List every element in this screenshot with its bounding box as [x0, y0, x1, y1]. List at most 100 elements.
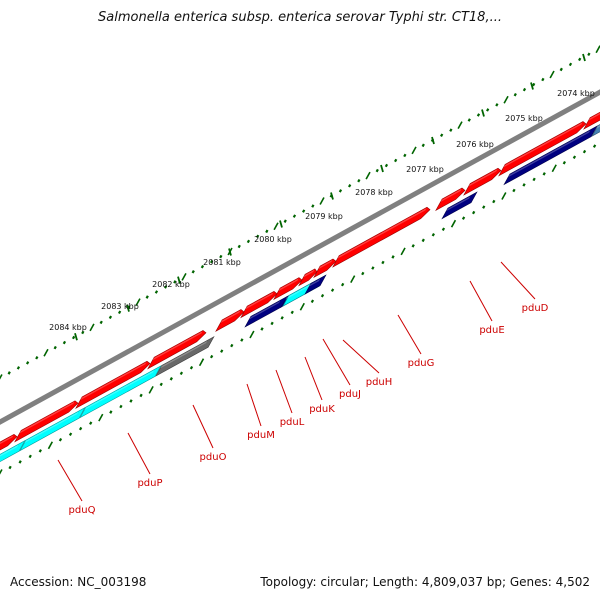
leader-line: [246, 383, 262, 427]
feature-highlight: [309, 278, 321, 287]
feature-highlight: [245, 292, 274, 310]
gene-label: pduE: [479, 325, 504, 336]
outer-tick-mark: [421, 143, 425, 148]
gene-feature: [19, 406, 86, 452]
gene-label: pduL: [280, 417, 305, 428]
outer-tick-mark: [403, 153, 407, 158]
leader-line: [397, 314, 422, 355]
tick-label: 2075 kbp: [505, 114, 543, 123]
outer-tick-mark: [237, 244, 241, 249]
inner-tick-mark: [320, 293, 325, 298]
feature-layer: [0, 111, 600, 463]
major-tick-mark: [481, 109, 485, 117]
feature-highlight: [19, 401, 75, 434]
gene-label: pduK: [309, 404, 335, 415]
feature-highlight: [318, 259, 333, 270]
outer-tick-mark: [0, 374, 3, 380]
inner-tick-mark: [551, 164, 557, 173]
outer-tick-mark: [357, 178, 361, 183]
feature-highlight: [152, 331, 203, 361]
outer-tick-mark: [522, 87, 527, 92]
inner-tick-mark: [441, 227, 446, 231]
inner-tick-mark: [98, 413, 104, 422]
outer-tick-mark: [365, 171, 371, 180]
gene-feature: [503, 125, 598, 186]
inner-tick-mark: [240, 338, 244, 342]
outer-tick-mark: [375, 168, 379, 173]
outer-tick-mark: [513, 92, 517, 97]
inner-tick-mark: [47, 441, 54, 450]
outer-tick-mark: [71, 335, 76, 340]
outer-tick-mark: [163, 285, 168, 289]
inner-tick-mark: [532, 177, 536, 182]
major-tick-mark: [74, 332, 78, 341]
gene-feature: [591, 124, 600, 137]
feature-highlight: [303, 269, 315, 278]
outer-tick-mark: [486, 108, 490, 112]
accession-text: Accession: NC_003198: [10, 575, 147, 589]
major-tick-mark: [228, 248, 232, 256]
outer-tick-mark: [595, 45, 600, 54]
inner-tick-mark: [512, 188, 516, 193]
inner-tick-mark: [562, 160, 566, 165]
inner-tick-mark: [169, 377, 173, 381]
feature-highlight: [440, 188, 462, 203]
forward-gene: [583, 111, 600, 130]
outer-tick-mark: [394, 158, 398, 163]
outer-tick-mark: [476, 113, 481, 117]
outer-tick-mark: [587, 52, 591, 57]
tick-label: 2076 kbp: [456, 140, 494, 149]
feature-highlight: [596, 125, 600, 129]
gene-label: pduO: [200, 452, 227, 463]
outer-tick-mark: [191, 270, 195, 274]
feature-highlight: [278, 278, 299, 292]
leader-line: [192, 404, 214, 449]
outer-tick-mark: [338, 189, 343, 193]
major-tick-mark: [279, 220, 283, 228]
inner-tick-mark: [572, 155, 577, 159]
outer-tick-mark: [319, 197, 325, 205]
feature-highlight: [446, 196, 471, 212]
inner-tick-mark: [230, 343, 234, 348]
inner-tick-mark: [340, 282, 345, 287]
forward-gene: [463, 167, 502, 196]
inner-tick-mark: [371, 266, 375, 270]
inner-tick-mark: [198, 358, 205, 367]
outer-tick-mark: [62, 340, 67, 345]
major-tick-mark: [530, 82, 534, 90]
major-tick-mark: [126, 304, 130, 312]
gene-label: pduH: [366, 377, 393, 388]
inner-tick-mark: [350, 275, 356, 283]
inner-tick-mark: [28, 454, 32, 459]
inner-tick-mark: [18, 460, 22, 464]
inner-tick-mark: [421, 238, 425, 243]
outer-tick-mark: [99, 320, 103, 325]
leader-line: [322, 338, 351, 386]
outer-tick-mark: [273, 222, 279, 231]
forward-gene: [498, 121, 587, 177]
outer-tick-mark: [311, 204, 315, 208]
outer-tick-mark: [440, 133, 444, 137]
feature-highlight: [0, 435, 14, 445]
inner-tick-mark: [220, 349, 224, 353]
inner-tick-mark: [38, 449, 42, 453]
inner-tick-mark: [260, 327, 264, 331]
tick-label: 2081 kbp: [203, 258, 241, 267]
forward-gene: [298, 268, 318, 287]
genome-summary-text: Topology: circular; Length: 4,809,037 bp…: [260, 575, 590, 589]
outer-tick-mark: [503, 95, 509, 104]
gene-label: pduD: [522, 303, 549, 314]
outer-tick-mark: [495, 103, 499, 107]
feature-highlight: [503, 122, 583, 168]
tick-label: 2083 kbp: [101, 302, 139, 311]
forward-gene: [240, 291, 278, 319]
leader-line: [57, 459, 83, 502]
leader-line: [500, 261, 536, 300]
inner-tick-mark: [522, 183, 526, 187]
leader-line: [304, 356, 323, 401]
outer-tick-mark: [35, 356, 39, 360]
inner-tick-mark: [0, 469, 3, 475]
outer-tick-mark: [209, 259, 214, 264]
